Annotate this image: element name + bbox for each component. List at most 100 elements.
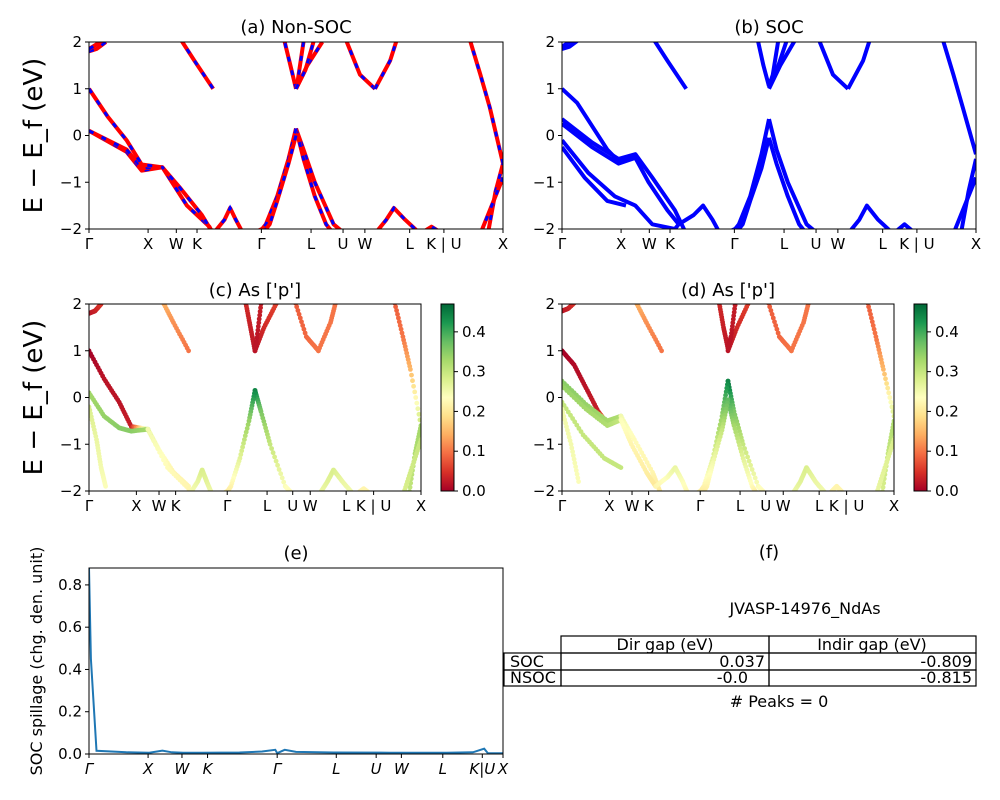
- colorbar-tick-label: 0.4: [935, 323, 959, 341]
- y-tick-label: 2: [72, 33, 82, 51]
- x-tick-label: L: [307, 235, 316, 253]
- colorbar-tick-label: 0.4: [462, 323, 486, 341]
- band-line-dash: [294, 128, 332, 229]
- projection-point: [334, 297, 339, 302]
- projection-point: [740, 441, 746, 447]
- x-tick-label: W: [357, 235, 372, 253]
- projection-point: [217, 493, 222, 498]
- projection-point: [408, 367, 413, 372]
- y-tick-label: 0.4: [58, 660, 82, 678]
- projection-point: [269, 446, 274, 451]
- projection-point: [742, 446, 747, 451]
- projection-point: [659, 493, 664, 498]
- y-axis-label: SOC spillage (chg. den. unit): [27, 547, 46, 776]
- projection-point: [161, 457, 166, 463]
- projection-point: [890, 409, 894, 414]
- panel-title: (c) As ['p']: [209, 280, 301, 301]
- x-tick-label: L: [780, 235, 789, 253]
- projection-point: [730, 323, 735, 329]
- x-tick-label: Γ: [558, 235, 567, 253]
- y-axis-label: E − E_f (eV): [19, 320, 49, 476]
- x-tick-label: Γ: [257, 235, 266, 253]
- projection-point: [571, 304, 577, 306]
- projection-point: [872, 330, 878, 336]
- projection-point: [574, 471, 580, 477]
- projection-point: [157, 449, 163, 455]
- band-line-dash: [294, 42, 316, 90]
- projection-point: [773, 323, 779, 328]
- projection-point: [410, 378, 415, 384]
- x-tick-label: K | U: [426, 235, 461, 253]
- projection-point: [768, 308, 774, 313]
- projection-point: [159, 453, 165, 459]
- projection-point: [574, 304, 577, 305]
- projection-point: [729, 330, 734, 336]
- projection-point: [395, 311, 400, 317]
- x-tick-label: X: [604, 497, 614, 515]
- projection-point: [704, 493, 709, 498]
- x-tick-label: W: [642, 235, 657, 253]
- x-tick-label: L: [736, 497, 745, 515]
- band-line-soc: [756, 42, 771, 87]
- x-tick-label: W: [175, 760, 191, 778]
- projection-point: [256, 316, 262, 322]
- projection-point: [634, 304, 637, 305]
- projection-point: [416, 411, 421, 417]
- band-line-nonsoc: [259, 128, 298, 229]
- projection-point: [746, 458, 752, 464]
- band-line-soc: [817, 42, 850, 91]
- band-line-nonsoc: [179, 42, 215, 90]
- y-tick-label: 0.0: [58, 745, 82, 763]
- projection-point: [415, 406, 421, 412]
- band-line-nonsoc: [294, 127, 343, 229]
- band-line-soc: [767, 42, 789, 85]
- y-tick-label: 2: [545, 295, 555, 313]
- projection-point: [147, 430, 153, 436]
- projection-point: [702, 491, 707, 496]
- band-line-nonsoc: [263, 134, 298, 229]
- projection-point: [399, 330, 405, 336]
- projection-point: [222, 490, 224, 491]
- projection-point: [883, 376, 888, 382]
- x-tick-label: X: [142, 760, 154, 778]
- projection-point: [145, 426, 151, 432]
- y-tick-label: −2: [533, 220, 555, 238]
- x-tick-label: K: [171, 497, 182, 515]
- x-tick-label: L: [332, 760, 340, 778]
- projection-point: [396, 319, 402, 325]
- x-tick-label: Γ: [223, 497, 232, 515]
- projection-point: [297, 315, 303, 321]
- x-tick-label: K | U: [829, 497, 864, 515]
- projection-point: [398, 326, 404, 332]
- band-line-soc: [562, 42, 575, 49]
- y-tick-label: 0: [545, 127, 555, 145]
- band-line-soc: [562, 234, 600, 299]
- band-line-soc: [677, 203, 720, 229]
- peaks-count: # Peaks = 0: [730, 692, 829, 711]
- projection-point: [724, 385, 730, 391]
- panel-d-as-p-projection-soc: (d) As ['p']210−1−2Γ X W K Γ L U W L K | U X0.40.3…: [533, 280, 959, 515]
- y-tick-label: 1: [545, 342, 555, 360]
- projection-point: [391, 297, 396, 302]
- projection-point: [257, 312, 263, 318]
- colorbar-tick-label: 0.2: [935, 402, 959, 420]
- band-line-nonsoc: [344, 42, 377, 91]
- projection-point: [751, 471, 757, 477]
- projection-point: [279, 475, 285, 481]
- band-line-soc: [767, 118, 816, 229]
- projection-point: [397, 323, 403, 328]
- projection-point: [300, 323, 306, 328]
- projection-point: [275, 462, 280, 468]
- y-tick-label: 0: [545, 389, 555, 407]
- x-tick-label: L: [405, 235, 414, 253]
- band-line-dash: [258, 227, 265, 229]
- band-line-nonsoc: [89, 234, 127, 299]
- projection-point: [570, 453, 576, 458]
- projection-point: [242, 433, 248, 439]
- x-tick-label: X: [497, 760, 509, 778]
- table-row-label-soc: SOC: [510, 652, 544, 671]
- x-tick-label: Γ: [273, 760, 283, 778]
- projection-point: [571, 456, 577, 462]
- axes-frame: [561, 303, 895, 492]
